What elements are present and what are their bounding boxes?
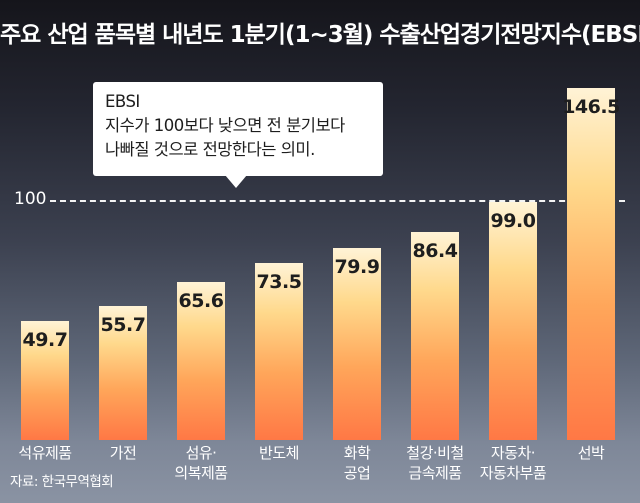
bar-4 [255,263,303,440]
bar-value-label: 99.0 [490,210,536,233]
bar-7 [489,202,537,440]
category-label-line: 철강·비철 [406,444,464,462]
reference-line-label: 100 [14,188,47,209]
chart-title: 주요 산업 품목별 내년도 1분기(1~3월) 수출산업경기전망지수(EBSI) [0,22,640,48]
category-label: 석유제품 [5,443,85,463]
category-label-line: 공업 [343,464,371,482]
category-label: 선박 [551,443,631,463]
category-label-line: 자동차· [490,444,536,462]
category-label-line: 선박 [577,444,605,462]
category-label: 가전 [83,443,163,463]
bar-8 [567,88,615,440]
bar-value-label: 86.4 [412,240,458,263]
bar-3 [177,282,225,440]
bar-6 [411,232,459,440]
category-label-line: 가전 [109,444,137,462]
category-label-line: 자동차부품 [479,464,547,482]
callout-line-3: 나빠질 것으로 전망한다는 의미. [105,140,315,159]
category-label: 자동차· 자동차부품 [473,443,553,483]
bar-2 [99,306,147,440]
bar-value-label: 146.5 [562,96,620,118]
category-label-line: 화학 [343,444,371,462]
category-label-line: 반도체 [259,444,299,462]
bar-value-label: 55.7 [100,314,146,337]
bar-5 [333,248,381,440]
reference-line-100 [50,199,625,202]
category-label-line: 석유제품 [18,444,72,462]
bar-value-label: 49.7 [22,328,68,351]
category-label-line: 금속제품 [408,464,462,482]
bar-value-label: 73.5 [256,271,302,294]
bar-value-label: 79.9 [334,256,380,279]
category-label-line: 섬유· [185,444,217,462]
source-note: 자료: 한국무역협회 [10,474,114,490]
bar-1 [21,320,69,440]
category-label: 반도체 [239,443,319,463]
callout-pointer [225,175,247,188]
category-label: 섬유· 의복제품 [161,443,241,483]
ebsi-explanation-callout: EBSI 지수가 100보다 낮으면 전 분기보다 나빠질 것으로 전망한다는 … [93,82,383,176]
bar-value-label: 65.6 [178,290,224,313]
category-label-line: 의복제품 [174,464,228,482]
callout-line-2: 지수가 100보다 낮으면 전 분기보다 [105,116,345,135]
callout-line-1: EBSI [105,92,140,111]
